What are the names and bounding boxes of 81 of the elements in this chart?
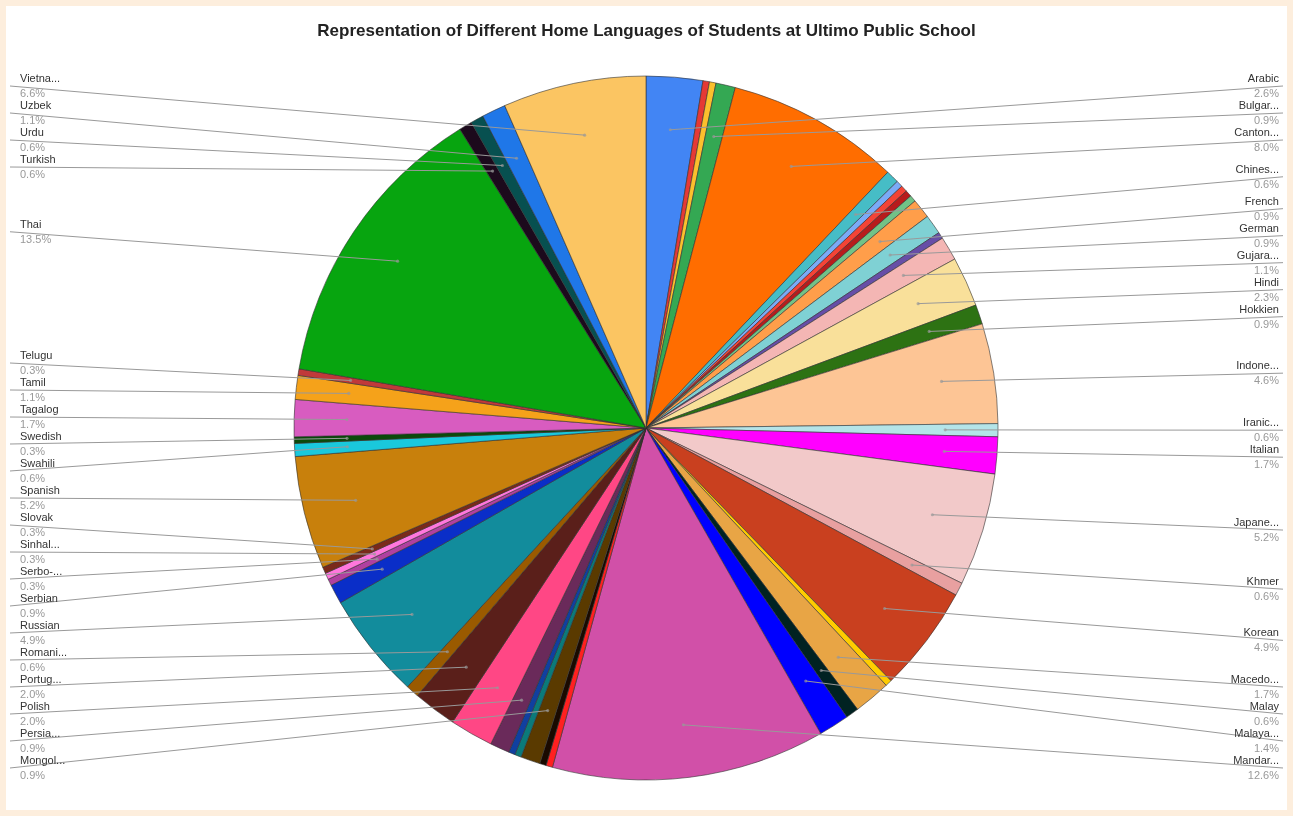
slice-label: Portug...	[20, 673, 62, 685]
data-label: 0.9%	[20, 742, 46, 754]
slice-label: Tamil	[20, 376, 46, 388]
slice-label: Polish	[20, 700, 50, 712]
slice-label: Tagalog	[20, 403, 59, 415]
slice-label: Indone...	[1236, 359, 1279, 372]
data-label: 0.3%	[20, 445, 46, 457]
slice-label: Chines...	[1235, 162, 1279, 175]
data-label: 13.5%	[20, 232, 52, 245]
data-label: 1.7%	[1253, 688, 1280, 700]
data-label: 2.6%	[1253, 87, 1280, 99]
data-label: 0.9%	[20, 769, 46, 781]
slice-label: Telugu	[20, 349, 53, 361]
data-label: 2.3%	[1253, 290, 1280, 303]
data-label: 0.9%	[1253, 236, 1280, 249]
data-label: 0.3%	[20, 526, 46, 538]
data-label: 1.7%	[1253, 458, 1280, 471]
chart-title: Representation of Different Home Languages of Students at Ultimo Public School	[317, 21, 976, 40]
data-label: 5.2%	[1253, 531, 1280, 544]
slice-label: Slovak	[20, 511, 54, 523]
slice-label: Arabic	[1247, 72, 1280, 84]
slice-label: Gujara...	[1236, 248, 1279, 261]
data-label: 0.6%	[20, 141, 46, 153]
data-label: 2.0%	[20, 688, 46, 700]
slice-label: Mongol...	[20, 754, 66, 766]
slice-label: Japane...	[1233, 516, 1279, 529]
data-label: 12.6%	[1247, 769, 1280, 781]
slice-label: Serbian	[20, 592, 58, 604]
slice-label: Russian	[20, 619, 60, 631]
data-label: 0.3%	[20, 580, 46, 592]
data-label: 2.0%	[20, 715, 46, 727]
slice-label: Malay	[1249, 700, 1280, 712]
data-label: 0.9%	[1253, 209, 1280, 222]
data-label: 5.2%	[20, 499, 46, 511]
slice-label: Canton...	[1234, 126, 1279, 138]
data-label: 4.9%	[1253, 641, 1280, 654]
slice-label: Macedo...	[1230, 673, 1279, 685]
slice-label: Swahili	[20, 457, 55, 469]
slice-label: Urdu	[20, 126, 44, 138]
data-label: 1.1%	[20, 391, 46, 403]
data-label: 8.0%	[1253, 141, 1280, 153]
slice-label: Bulgar...	[1238, 99, 1279, 111]
data-label: 0.6%	[1253, 590, 1280, 603]
slice-label: Hokkien	[1239, 302, 1279, 315]
slice-label: Malaya...	[1234, 727, 1279, 739]
data-label: 0.9%	[1253, 317, 1280, 330]
slice-label: Sinhal...	[20, 538, 60, 550]
data-label: 0.3%	[20, 553, 46, 565]
data-label: 1.4%	[1253, 742, 1280, 754]
slice-label: Khmer	[1246, 575, 1280, 588]
data-label: 0.6%	[20, 168, 46, 180]
data-label: 0.6%	[1253, 431, 1280, 444]
slice-label: French	[1244, 194, 1279, 207]
data-label: 0.9%	[1253, 114, 1280, 126]
slice-label: German	[1239, 221, 1279, 234]
slice-label: Hindi	[1253, 275, 1279, 288]
slice-label: Spanish	[20, 484, 60, 496]
data-label: 0.6%	[1253, 715, 1280, 727]
data-label: 4.9%	[20, 634, 46, 646]
data-label: 1.1%	[1253, 263, 1280, 276]
data-label: 6.6%	[20, 87, 46, 99]
slice-label: Korean	[1243, 626, 1279, 639]
slice-label: Mandar...	[1233, 754, 1279, 766]
data-label: 0.3%	[20, 364, 46, 376]
data-label: 1.7%	[20, 418, 46, 430]
slice-label: Serbo-...	[20, 565, 63, 577]
data-label: 0.9%	[20, 607, 46, 619]
data-label: 4.6%	[1253, 374, 1280, 387]
slice-label: Italian	[1249, 443, 1279, 456]
slice-label: Romani...	[20, 646, 68, 658]
data-label: 0.6%	[20, 472, 46, 484]
slice-label: Thai	[20, 217, 42, 230]
slice-label: Uzbek	[20, 99, 52, 111]
slice-label: Swedish	[20, 430, 62, 442]
data-label: 1.1%	[20, 114, 46, 126]
slice-label: Turkish	[20, 153, 56, 165]
data-label: 0.6%	[1253, 177, 1280, 190]
slice-label: Persia...	[20, 727, 61, 739]
data-label: 0.6%	[20, 661, 46, 673]
slice-label: Vietna...	[20, 72, 61, 84]
slice-label: Iranic...	[1242, 416, 1279, 429]
